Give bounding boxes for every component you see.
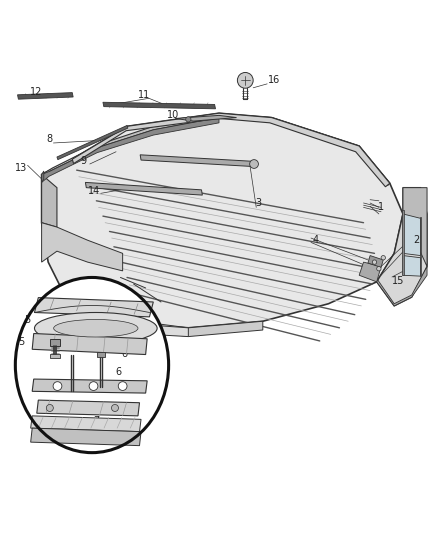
Circle shape <box>46 405 53 411</box>
Text: 6: 6 <box>116 367 122 377</box>
Text: 2: 2 <box>413 235 419 245</box>
Polygon shape <box>42 118 219 182</box>
Text: 7: 7 <box>93 416 99 426</box>
Circle shape <box>237 72 253 88</box>
Polygon shape <box>32 379 147 393</box>
Polygon shape <box>103 102 215 109</box>
Circle shape <box>186 117 191 122</box>
Circle shape <box>250 159 258 168</box>
Polygon shape <box>403 255 420 276</box>
Polygon shape <box>96 352 105 357</box>
Polygon shape <box>50 354 60 358</box>
Text: 15: 15 <box>392 276 405 286</box>
Polygon shape <box>31 416 141 432</box>
Polygon shape <box>72 113 390 187</box>
Polygon shape <box>403 188 427 266</box>
Text: 3: 3 <box>255 198 261 208</box>
Polygon shape <box>403 214 420 255</box>
Polygon shape <box>127 324 188 336</box>
Polygon shape <box>377 266 427 306</box>
Circle shape <box>89 382 98 391</box>
Text: 16: 16 <box>268 75 280 85</box>
Circle shape <box>118 382 127 391</box>
Polygon shape <box>42 171 44 182</box>
Polygon shape <box>175 115 237 121</box>
Polygon shape <box>35 297 153 317</box>
Polygon shape <box>359 262 381 282</box>
Text: 1: 1 <box>378 203 384 212</box>
Circle shape <box>377 266 381 271</box>
Polygon shape <box>42 113 403 328</box>
Text: 5: 5 <box>18 337 25 348</box>
Text: 11: 11 <box>138 90 151 100</box>
Ellipse shape <box>15 278 169 453</box>
Polygon shape <box>31 428 141 446</box>
Circle shape <box>372 260 377 264</box>
Ellipse shape <box>53 319 138 337</box>
Polygon shape <box>402 211 404 275</box>
Text: 14: 14 <box>88 186 100 196</box>
Polygon shape <box>85 182 202 195</box>
Text: 13: 13 <box>15 163 27 173</box>
Polygon shape <box>42 223 123 271</box>
Polygon shape <box>42 114 219 179</box>
Text: 6: 6 <box>122 349 128 359</box>
Polygon shape <box>420 216 421 276</box>
Circle shape <box>381 255 385 260</box>
Polygon shape <box>66 302 263 336</box>
Text: 8: 8 <box>46 134 52 144</box>
Circle shape <box>53 382 62 391</box>
Text: 12: 12 <box>30 87 42 97</box>
Polygon shape <box>50 339 60 346</box>
Polygon shape <box>219 114 390 185</box>
Polygon shape <box>37 400 139 416</box>
Text: 4: 4 <box>312 235 318 245</box>
Polygon shape <box>32 334 147 354</box>
Text: 10: 10 <box>167 110 179 120</box>
Ellipse shape <box>35 312 157 344</box>
Polygon shape <box>42 174 57 227</box>
Circle shape <box>111 405 118 411</box>
Polygon shape <box>377 188 427 306</box>
Polygon shape <box>57 125 128 159</box>
Polygon shape <box>368 255 383 268</box>
Polygon shape <box>140 155 255 167</box>
Polygon shape <box>18 93 73 99</box>
Text: 7: 7 <box>83 423 89 433</box>
Text: 5: 5 <box>24 315 30 325</box>
Text: 9: 9 <box>80 156 86 166</box>
